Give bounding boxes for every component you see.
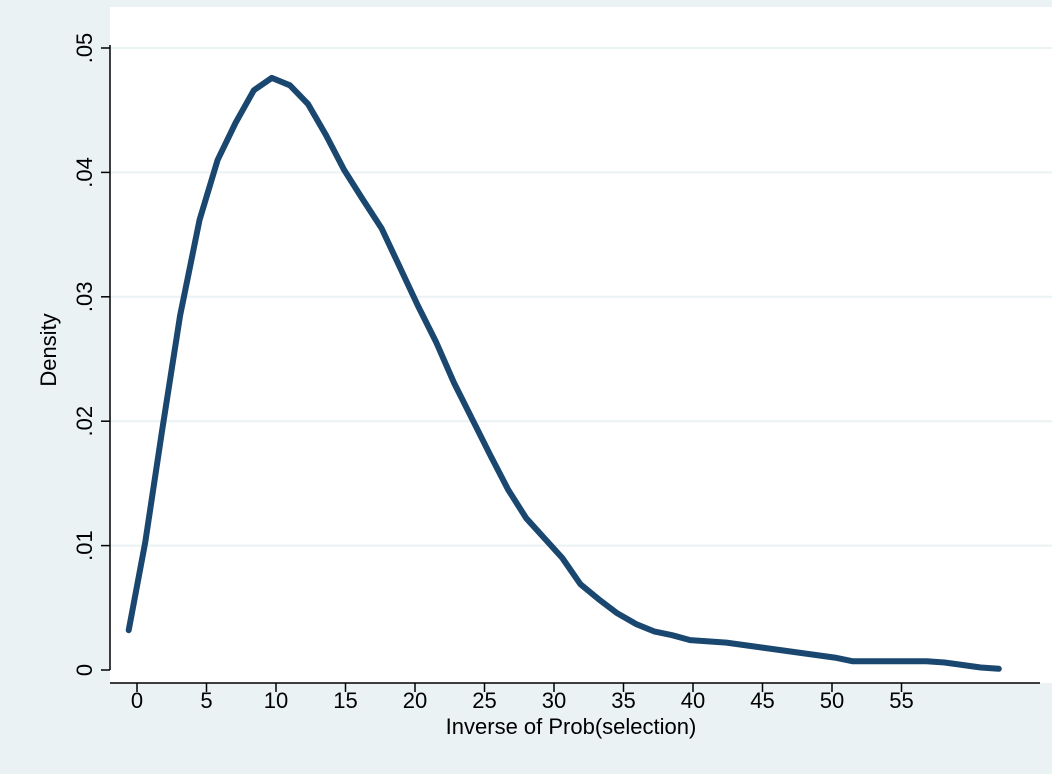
x-axis-title: Inverse of Prob(selection) [446,714,697,739]
x-tick-label: 15 [333,688,357,713]
x-tick-label: 5 [200,688,212,713]
y-tick-label: 0 [72,664,97,676]
plot-area [110,7,1052,683]
x-tick-label: 0 [131,688,143,713]
x-tick-label: 10 [264,688,288,713]
x-tick-label: 35 [611,688,635,713]
x-tick-label: 25 [472,688,496,713]
y-tick-label: .02 [72,406,97,437]
y-axis-title: Density [36,313,61,386]
series-layer [125,74,1002,672]
x-tick-label: 45 [750,688,774,713]
axes: 0 .01 .02 .03 .04 .05 0 5 10 15 20 25 30 35 40 45 50 55 [72,33,1040,713]
y-tick-label: .05 [72,33,97,64]
y-tick-label: .03 [72,282,97,313]
x-tick-label: 40 [681,688,705,713]
x-tick-label: 50 [820,688,844,713]
x-tick-label: 20 [403,688,427,713]
y-tick-label: .01 [72,530,97,561]
density-line [125,74,1002,672]
grid-lines [110,47,1052,547]
x-tick-label: 55 [889,688,913,713]
x-tick-label: 30 [542,688,566,713]
y-tick-label: .04 [72,157,97,188]
